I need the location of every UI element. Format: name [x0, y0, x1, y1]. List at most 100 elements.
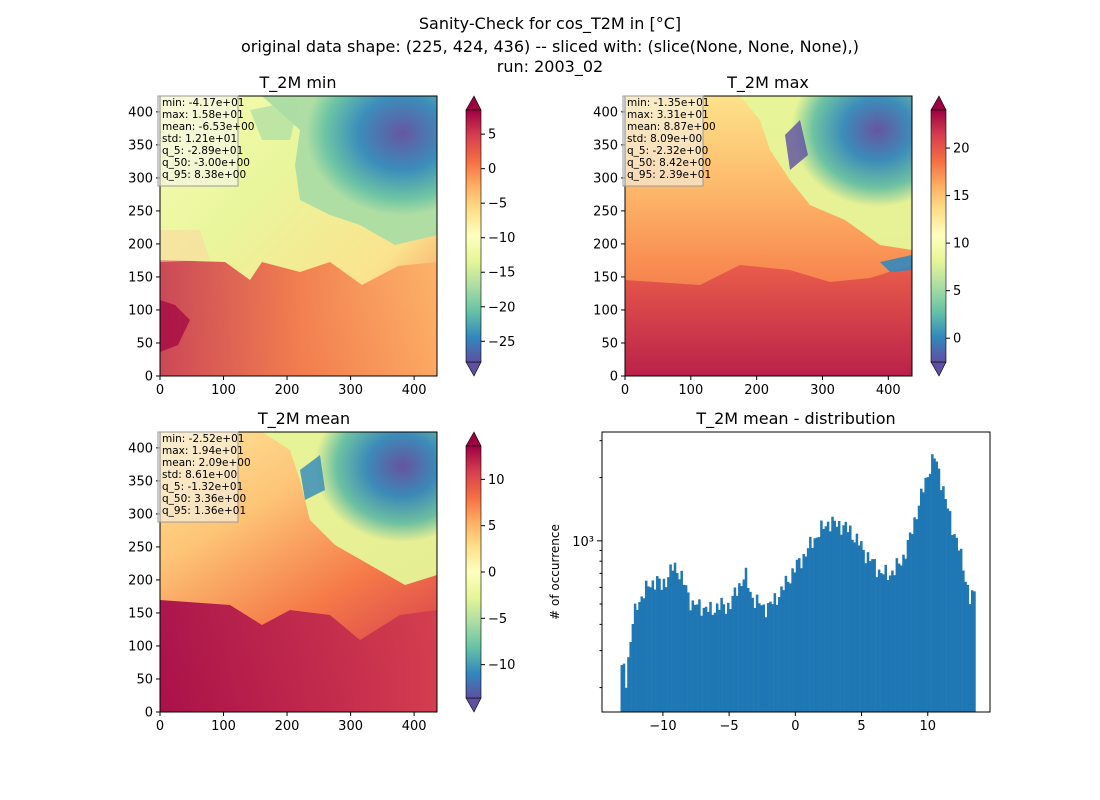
- panel-tmax-colorbar-tick-label: 20: [953, 142, 970, 157]
- panel-tmean-ytick-label: 350: [128, 474, 153, 489]
- panel-hist-yaxis: 10³: [572, 440, 602, 689]
- histogram-bar: [782, 590, 785, 712]
- histogram-bar: [806, 548, 810, 712]
- panel-tmax-ytick-label: 50: [601, 336, 618, 351]
- histogram-bar: [831, 516, 834, 712]
- panel-tmin-xaxis: 0 100 200 300 400: [156, 376, 427, 398]
- histogram-bar: [638, 601, 641, 712]
- panel-tmax-xtick-label: 100: [678, 383, 703, 398]
- histogram-bar: [809, 536, 812, 712]
- histogram-bar: [758, 603, 761, 712]
- histogram-bar: [731, 595, 734, 712]
- panel-tmin-colorbar-ticks: 5 0 −5 −10 −15 −20 −25: [481, 128, 515, 350]
- figure-suptitle-line2: original data shape: (225, 424, 436) -- …: [241, 37, 859, 56]
- panel-tmean-ytick-label: 0: [145, 706, 153, 721]
- panel-tmin-ytick-label: 50: [136, 336, 153, 351]
- histogram-bar: [906, 539, 910, 712]
- histogram-bar: [693, 604, 697, 712]
- histogram-bar: [698, 599, 701, 712]
- panel-tmin-stat-std: std: 1.21e+01: [162, 133, 237, 145]
- histogram-bar: [784, 575, 788, 712]
- panel-tmax-stat-q95: q_95: 2.39e+01: [627, 169, 711, 181]
- histogram-bar: [760, 605, 763, 712]
- histogram-bar: [662, 578, 666, 712]
- panel-tmax-stat-mean: mean: 8.87e+00: [627, 121, 716, 133]
- histogram-bar: [966, 584, 970, 712]
- histogram-bar: [660, 589, 663, 712]
- histogram-bar: [629, 642, 632, 712]
- histogram-bar: [891, 570, 894, 712]
- panel-hist-xtick-label: −5: [720, 719, 739, 734]
- panel-hist-xtick-label: 10: [919, 719, 936, 734]
- histogram-bar: [924, 477, 927, 712]
- panel-tmax-stat-max: max: 3.31e+01: [627, 109, 709, 121]
- panel-tmean-xtick-label: 100: [211, 719, 236, 734]
- histogram-bar: [709, 601, 712, 712]
- panel-tmean-title: T_2M mean: [257, 409, 350, 429]
- panel-tmax-stat-std: std: 8.09e+00: [627, 133, 702, 145]
- histogram-bar: [746, 588, 750, 712]
- histogram-bar: [953, 534, 956, 712]
- panel-tmax-colorbar-ticks: 20 15 10 5 0: [946, 142, 970, 347]
- histogram-bar: [860, 541, 863, 712]
- histogram-bar: [680, 570, 683, 712]
- histogram-bar: [813, 538, 817, 712]
- histogram-bar: [702, 607, 706, 712]
- panel-tmean-stat-q95: q_95: 1.36e+01: [162, 505, 246, 517]
- histogram-bar: [795, 559, 799, 712]
- histogram-bar: [968, 604, 972, 712]
- histogram-bar: [817, 537, 821, 712]
- histogram-bar: [895, 558, 899, 712]
- panel-tmin-ytick-label: 300: [128, 171, 153, 186]
- histogram-bar: [729, 609, 732, 712]
- panel-tmin-colorbar-top-arrow: [465, 95, 482, 111]
- histogram-bar: [707, 611, 710, 712]
- histogram-bar: [900, 565, 903, 712]
- histogram-bar: [664, 587, 668, 712]
- histogram-bar: [647, 586, 650, 712]
- panel-tmean-colorbar-body: [465, 445, 482, 699]
- histogram-bar: [740, 586, 743, 712]
- histogram-bar: [762, 604, 766, 712]
- histogram-bar: [755, 594, 759, 712]
- panel-tmax-frame: [624, 95, 913, 377]
- histogram-bar: [802, 554, 805, 712]
- histogram-bar: [855, 533, 859, 712]
- histogram-bar: [804, 556, 808, 712]
- panel-tmin: T_2M min 0 100 200 300 400 05010015020025030…: [128, 73, 515, 398]
- histogram-bar: [948, 511, 952, 712]
- panel-tmean-colorbar-bottom-arrow: [465, 697, 482, 713]
- panel-tmean-statsbox: min: -2.52e+01 max: 1.94e+01 mean: 2.09e…: [157, 431, 251, 523]
- panel-tmax-colorbar-tick-label: 15: [953, 189, 970, 204]
- histogram-bar: [897, 563, 901, 712]
- histogram-bar: [724, 613, 728, 712]
- histogram-bar: [735, 595, 739, 712]
- panel-tmax-xtick-label: 400: [876, 383, 901, 398]
- histogram-bar: [957, 550, 961, 712]
- panel-tmean-ytick-label: 400: [128, 441, 153, 456]
- histogram-bar: [942, 486, 945, 712]
- panel-tmin-xtick-label: 0: [156, 383, 164, 398]
- panel-tmean-stat-mean: mean: 2.09e+00: [162, 457, 251, 469]
- histogram-bar: [684, 585, 688, 712]
- histogram-bar: [853, 542, 856, 712]
- panel-tmax-ytick-label: 350: [593, 138, 618, 153]
- panel-hist-bars: [620, 454, 976, 712]
- panel-tmean-ytick-label: 150: [128, 606, 153, 621]
- histogram-bar: [644, 580, 648, 712]
- histogram-bar: [766, 603, 770, 712]
- panel-tmin-stat-q95: q_95: 8.38e+00: [162, 169, 246, 181]
- histogram-bar: [846, 532, 850, 712]
- panel-tmean-ytick-label: 250: [128, 540, 153, 555]
- panel-tmin-colorbar-tick-label: −25: [488, 335, 515, 350]
- panel-tmean-stat-q5: q_5: -1.32e+01: [162, 481, 243, 493]
- panel-tmax-ytick-label: 0: [610, 370, 618, 385]
- histogram-bar: [620, 665, 624, 712]
- histogram-bar: [789, 583, 792, 712]
- histogram-bar: [640, 596, 644, 712]
- histogram-bar: [880, 573, 883, 712]
- histogram-bar: [695, 604, 699, 712]
- histogram-bar: [908, 532, 912, 712]
- panel-tmean-colorbar-tick-label: −5: [488, 612, 507, 627]
- panel-tmean-xaxis: 0 100 200 300 400: [156, 712, 427, 734]
